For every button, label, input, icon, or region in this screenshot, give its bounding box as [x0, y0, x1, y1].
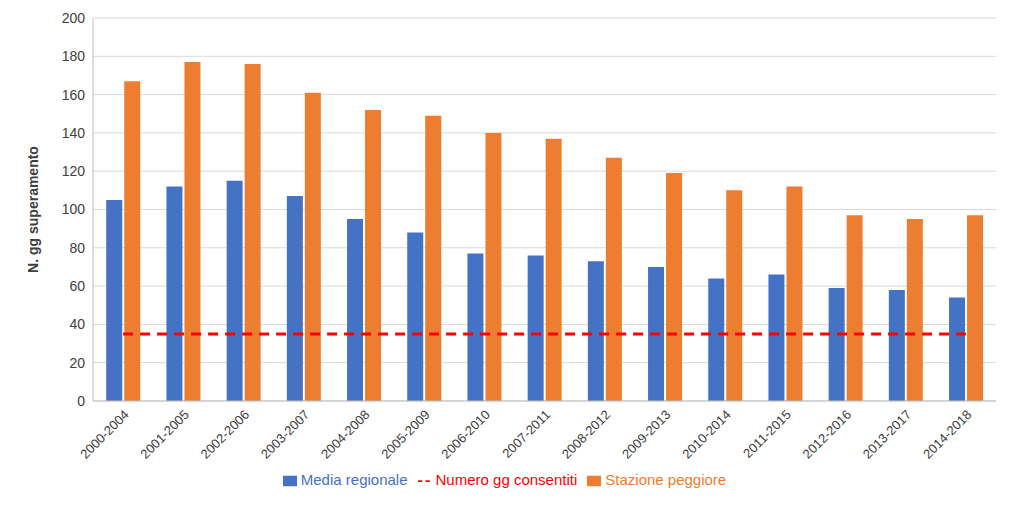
svg-text:2008-2012: 2008-2012 — [559, 407, 614, 462]
svg-text:2004-2008: 2004-2008 — [318, 407, 373, 462]
svg-text:100: 100 — [62, 201, 86, 217]
svg-text:2000-2004: 2000-2004 — [77, 407, 132, 462]
svg-text:180: 180 — [62, 48, 86, 64]
svg-text:0: 0 — [77, 393, 85, 409]
svg-text:2012-2016: 2012-2016 — [800, 407, 855, 462]
svg-text:80: 80 — [69, 240, 85, 256]
svg-text:2013-2017: 2013-2017 — [860, 407, 915, 462]
svg-text:2011-2015: 2011-2015 — [740, 407, 794, 461]
svg-text:40: 40 — [69, 316, 85, 332]
svg-text:2010-2014: 2010-2014 — [679, 407, 734, 462]
html-text:Media regionale: Media regionale — [300, 471, 408, 488]
svg-text:2007-2011: 2007-2011 — [499, 407, 553, 461]
svg-text:60: 60 — [69, 278, 85, 294]
svg-text:2002-2006: 2002-2006 — [198, 407, 253, 462]
svg-text:160: 160 — [62, 87, 86, 103]
svg-text:2009-2013: 2009-2013 — [619, 407, 674, 462]
svg-text:2006-2010: 2006-2010 — [438, 407, 493, 462]
svg-text:2014-2018: 2014-2018 — [920, 407, 975, 462]
svg-text:20: 20 — [69, 355, 85, 371]
svg-text:2001-2005: 2001-2005 — [137, 407, 192, 462]
html-text:Numero gg consentiti: Numero gg consentiti — [435, 471, 578, 488]
svg-text:140: 140 — [62, 125, 86, 141]
svg-text:2005-2009: 2005-2009 — [378, 407, 433, 462]
svg-text:2003-2007: 2003-2007 — [258, 407, 313, 462]
svg-text:120: 120 — [62, 163, 86, 179]
svg-text:N. gg superamento: N. gg superamento — [25, 146, 41, 273]
svg-text:200: 200 — [62, 10, 86, 26]
html-text:Stazione peggiore: Stazione peggiore — [605, 471, 727, 488]
